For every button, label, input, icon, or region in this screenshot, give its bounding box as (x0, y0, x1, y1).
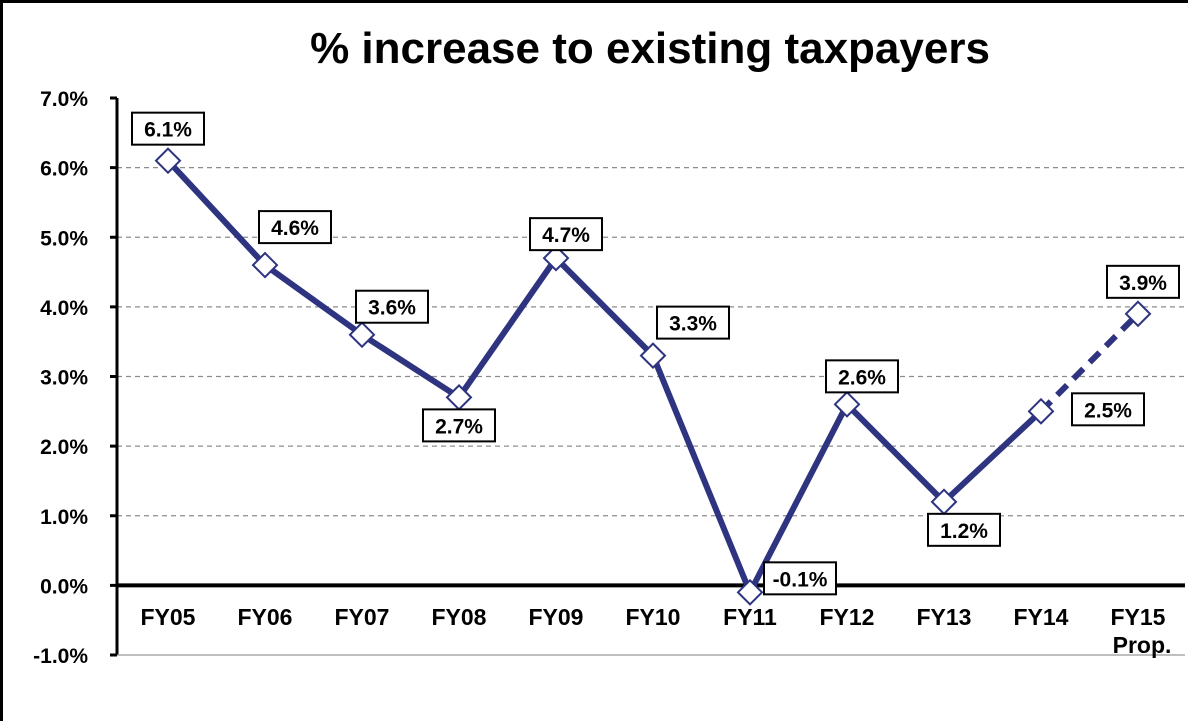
data-label: 2.7% (435, 415, 483, 438)
data-labels: 6.1% 4.6% 3.6% 2.7% 4.7% 3.3% -0.1% 2.6% 1.2% 2.5… (131, 111, 1180, 596)
x-tick-label: FY14 (1014, 604, 1069, 630)
data-label: 3.9% (1119, 272, 1167, 295)
data-label-box (763, 561, 837, 596)
x-tick-label: FY06 (238, 604, 293, 630)
x-tick-label: FY08 (432, 604, 487, 630)
data-label-box (927, 512, 1001, 547)
y-tick-label: 7.0% (40, 88, 88, 111)
data-label-box (656, 305, 730, 340)
data-label-box (825, 359, 899, 394)
data-label-box (355, 289, 429, 324)
data-points (154, 147, 1152, 606)
y-tick-label: -1.0% (33, 645, 88, 668)
y-tick-label: 4.0% (40, 297, 88, 320)
data-point-marker (833, 390, 861, 418)
data-point-marker (736, 578, 764, 606)
data-point-marker (251, 251, 279, 279)
data-point-marker (1124, 300, 1152, 328)
y-tick-label: 2.0% (40, 436, 88, 459)
data-label: -0.1% (773, 568, 828, 591)
chart-title: % increase to existing taxpayers (310, 24, 990, 73)
data-label-box (529, 217, 603, 252)
x-tick-label: FY12 (820, 604, 875, 630)
x-tick-label: FY15 (1111, 604, 1166, 630)
data-label: 2.5% (1084, 399, 1132, 422)
data-point-marker (639, 342, 667, 370)
series-line (165, 158, 1141, 596)
x-tick-label: FY07 (335, 604, 390, 630)
series-line-solid (165, 158, 1044, 596)
data-label: 4.7% (542, 224, 590, 247)
x-tick-label: FY05 (141, 604, 196, 630)
x-tick-label: FY13 (917, 604, 972, 630)
data-label-box (131, 111, 205, 146)
y-tick-labels: -1.0% 0.0% 1.0% 2.0% 3.0% 4.0% 5.0% 6.0% 7.0% (33, 88, 88, 668)
data-label: 4.6% (271, 217, 319, 240)
y-tick-label: 0.0% (40, 575, 88, 598)
data-point-marker (154, 147, 182, 175)
data-label-box (1071, 392, 1145, 427)
y-tick-label: 1.0% (40, 506, 88, 529)
y-tick-label: 5.0% (40, 227, 88, 250)
y-tick-label: 3.0% (40, 367, 88, 390)
x-tick-label: Prop. (1113, 632, 1172, 658)
data-label-box (258, 210, 332, 245)
data-point-marker (542, 244, 570, 272)
data-point-marker (348, 321, 376, 349)
gridlines (117, 166, 1185, 517)
y-tick-label: 6.0% (40, 158, 88, 181)
data-point-marker (1027, 397, 1055, 425)
x-tick-label: FY11 (723, 604, 777, 630)
x-tick-label: FY10 (626, 604, 681, 630)
data-label: 3.3% (669, 313, 717, 336)
x-tick-labels: FY05 FY06 FY07 FY08 FY09 FY10 FY11 FY12 FY13 FY14… (141, 604, 1172, 658)
data-label-box (422, 408, 496, 443)
x-tick-label: FY09 (529, 604, 584, 630)
data-label-box (1106, 264, 1180, 299)
data-label: 1.2% (940, 520, 988, 543)
data-label: 3.6% (368, 297, 416, 320)
data-label: 6.1% (144, 119, 192, 142)
axes (110, 96, 1185, 657)
data-label: 2.6% (838, 366, 886, 389)
